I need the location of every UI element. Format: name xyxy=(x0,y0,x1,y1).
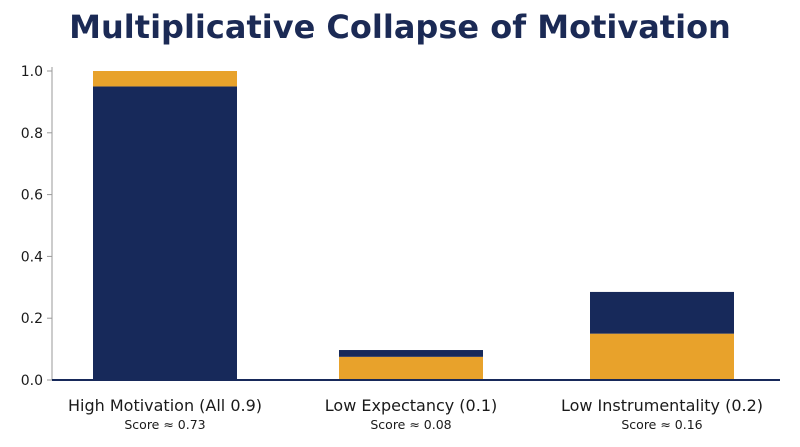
x-labels: High Motivation (All 0.9) Score ≈ 0.73 Low… xyxy=(68,396,763,432)
category-label: Low Expectancy (0.1) xyxy=(325,396,497,415)
bar-segment-gold xyxy=(339,356,483,380)
bar-segment-gold xyxy=(590,333,734,380)
category-label: Low Instrumentality (0.2) xyxy=(561,396,763,415)
y-tick-label: 1.0 xyxy=(21,64,43,80)
chart-title: Multiplicative Collapse of Motivation xyxy=(69,8,731,46)
y-tick-label: 0.6 xyxy=(21,188,43,204)
bar-segment-navy xyxy=(93,86,237,380)
y-tick-label: 0.2 xyxy=(21,311,43,327)
y-tick-label: 0.0 xyxy=(21,373,43,389)
y-tick-label: 0.4 xyxy=(21,249,43,265)
score-annotation: Score ≈ 0.16 xyxy=(621,417,702,432)
bars xyxy=(93,71,734,380)
score-annotation: Score ≈ 0.73 xyxy=(124,417,205,432)
y-axis: 0.0 0.2 0.4 0.6 0.8 1.0 xyxy=(21,64,53,389)
bar-segment-navy xyxy=(590,291,734,334)
score-annotation: Score ≈ 0.08 xyxy=(370,417,451,432)
bar-segment-navy xyxy=(339,350,483,357)
y-tick-label: 0.8 xyxy=(21,126,43,142)
category-label: High Motivation (All 0.9) xyxy=(68,396,262,415)
bar-segment-gold xyxy=(93,71,237,87)
